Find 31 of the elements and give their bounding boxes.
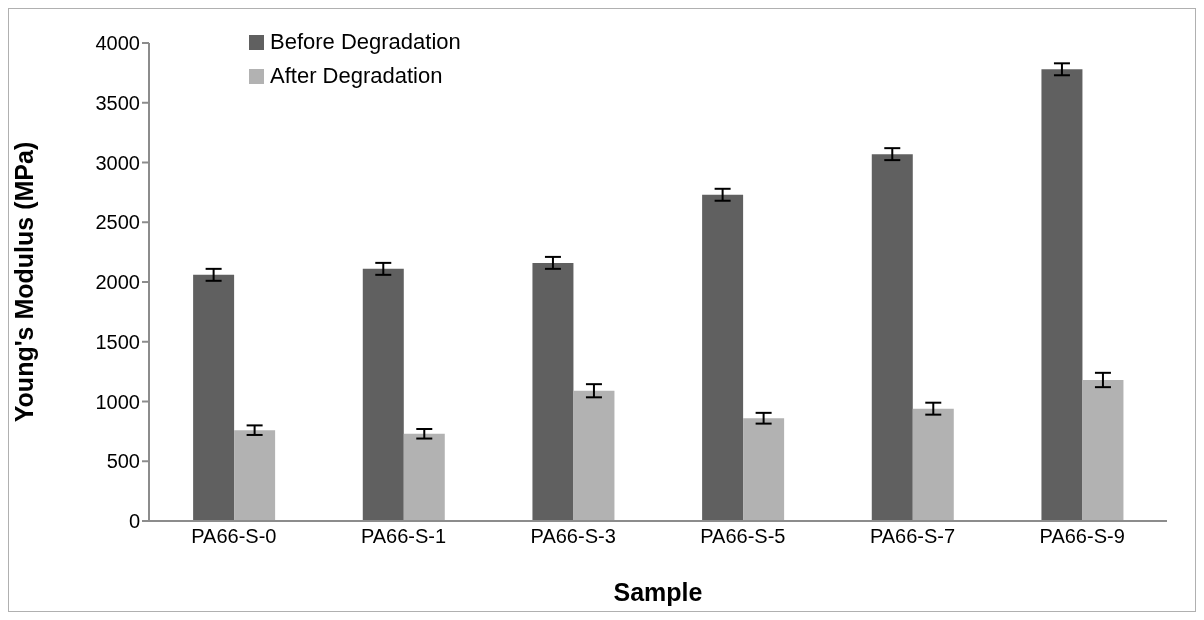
x-axis-title: Sample	[613, 578, 703, 606]
bar	[532, 262, 574, 521]
y-tick-label: 500	[106, 450, 140, 473]
legend-label: Before Degradation	[270, 29, 461, 55]
y-tick-label: 2000	[95, 271, 140, 294]
bar	[362, 268, 404, 521]
y-tick-label: 0	[128, 510, 140, 533]
x-tick-label: PA66-S-3	[530, 525, 616, 548]
bar	[912, 408, 954, 521]
x-tick-label: PA66-S-9	[1039, 525, 1125, 548]
y-tick-label: 1500	[95, 330, 140, 353]
y-tick-label: 2500	[95, 211, 140, 234]
bar	[403, 433, 445, 521]
bar	[1041, 69, 1083, 521]
bar	[234, 430, 276, 521]
y-tick-label: 3500	[95, 91, 140, 114]
bar	[702, 194, 744, 521]
x-tick-label: PA66-S-1	[360, 525, 447, 548]
bar	[1082, 379, 1124, 521]
y-tick-label: 3000	[95, 151, 140, 174]
y-tick-label: 1000	[95, 390, 140, 413]
x-tick-label: PA66-S-5	[700, 525, 786, 548]
bar	[871, 154, 913, 521]
bar	[743, 418, 785, 521]
y-axis-title: Young's Modulus (MPa)	[9, 141, 38, 423]
bar	[573, 390, 615, 521]
y-tick-label: 4000	[95, 32, 140, 55]
x-tick-label: PA66-S-7	[869, 525, 956, 548]
legend-label: After Degradation	[270, 63, 443, 89]
x-tick-label: PA66-S-0	[191, 525, 277, 548]
bar	[193, 274, 235, 521]
